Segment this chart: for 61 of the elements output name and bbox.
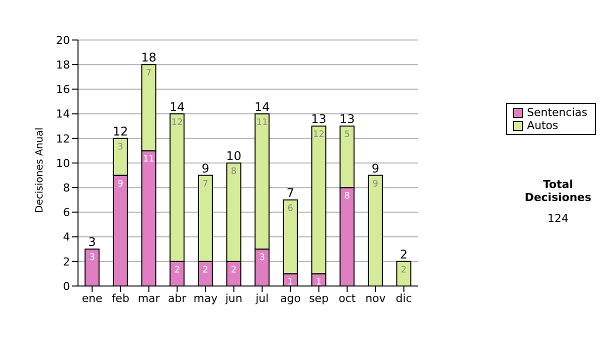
y-tick-label: 2 (63, 255, 70, 268)
y-tick-label: 8 (63, 182, 70, 195)
total-label: 9 (202, 161, 210, 176)
data-label: 8 (230, 167, 237, 177)
x-tick-label: feb (112, 292, 130, 305)
total-label: 10 (226, 149, 242, 163)
y-axis-title: Decisiones Anual (34, 127, 46, 213)
y-tick-label: 10 (56, 156, 70, 170)
data-label: 11 (256, 118, 268, 128)
data-label: 1 (288, 278, 294, 288)
data-label: 2 (400, 265, 407, 276)
total-label: 13 (311, 112, 326, 126)
y-tick-label: 12 (56, 132, 70, 146)
data-label: 1 (316, 278, 322, 288)
y-tick-label: 18 (56, 58, 70, 72)
total-label: 18 (141, 50, 156, 65)
x-tick-label: mar (138, 292, 160, 305)
y-tick-label: 14 (56, 108, 70, 121)
x-tick-label: may (194, 292, 218, 305)
x-tick-label: ago (280, 292, 301, 305)
data-label: 2 (230, 265, 237, 276)
data-label: 12 (313, 130, 324, 140)
data-label: 3 (118, 142, 124, 152)
data-label: 3 (259, 253, 265, 264)
x-tick-label: ene (82, 292, 103, 305)
total-label: 2 (400, 247, 408, 262)
total-label: 13 (339, 112, 355, 126)
data-label: 9 (118, 179, 124, 190)
y-tick-label: 4 (63, 230, 70, 244)
total-label: 3 (88, 235, 96, 250)
data-label: 7 (146, 68, 152, 79)
data-label: 6 (288, 204, 294, 214)
x-tick-label: dic (396, 292, 412, 305)
data-label: 2 (174, 265, 180, 276)
text: 124 (546, 212, 570, 225)
data-label: 11 (143, 154, 154, 165)
total-label: 12 (112, 124, 128, 138)
y-tick-label: 16 (56, 83, 70, 96)
x-tick-label: sep (309, 292, 329, 305)
data-label: 2 (202, 265, 208, 276)
total-label: 14 (169, 100, 185, 114)
legend-label: Autos (527, 119, 558, 132)
x-tick-label: nov (365, 292, 386, 305)
data-label: 3 (89, 253, 95, 264)
x-tick-label: jul (254, 292, 269, 305)
x-tick-label: jun (224, 292, 242, 305)
data-label: 9 (372, 179, 379, 190)
total-label: 7 (286, 186, 294, 200)
data-label: 5 (344, 130, 350, 140)
x-tick-label: oct (338, 292, 356, 305)
y-tick-label: 20 (56, 34, 70, 47)
data-label: 12 (171, 118, 183, 128)
x-tick-label: abr (168, 292, 187, 305)
total-label: 9 (372, 161, 380, 176)
text: Total Decisiones (524, 178, 592, 204)
data-label: 8 (344, 192, 350, 202)
legend-label: Sentencias (527, 106, 588, 119)
data-label: 7 (202, 179, 208, 190)
y-tick-label: 0 (63, 280, 70, 293)
y-tick-label: 6 (63, 206, 70, 220)
total-label: 14 (254, 100, 270, 114)
